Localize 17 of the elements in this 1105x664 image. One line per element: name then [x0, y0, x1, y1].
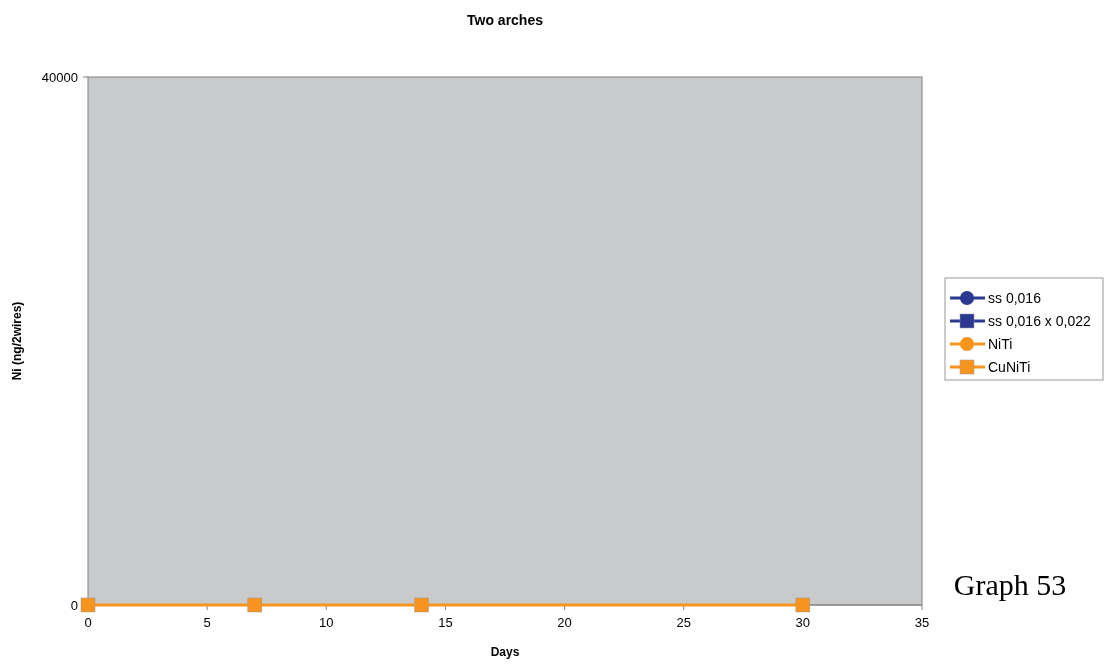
- x-tick-label: 5: [203, 615, 211, 630]
- x-tick-label: 30: [795, 615, 811, 630]
- x-tick-label: 25: [676, 615, 691, 630]
- x-axis-title: Days: [490, 645, 520, 659]
- y-tick-label: 40000: [41, 70, 78, 85]
- legend-label: NiTi: [988, 336, 1013, 352]
- y-axis-title: Ni (ng/2wires): [10, 301, 24, 381]
- legend-label: ss 0,016: [988, 290, 1042, 306]
- chart-title: Two arches: [467, 12, 544, 28]
- x-tick-label: 20: [557, 615, 572, 630]
- x-tick-label: 35: [914, 615, 930, 630]
- x-tick-label: 10: [319, 615, 334, 630]
- caption: Graph 53: [953, 568, 1067, 601]
- legend-label: CuNiTi: [988, 359, 1031, 375]
- legend-label: ss 0,016 x 0,022: [988, 313, 1091, 329]
- x-tick-label: 15: [438, 615, 453, 630]
- x-tick-label: 0: [84, 615, 92, 630]
